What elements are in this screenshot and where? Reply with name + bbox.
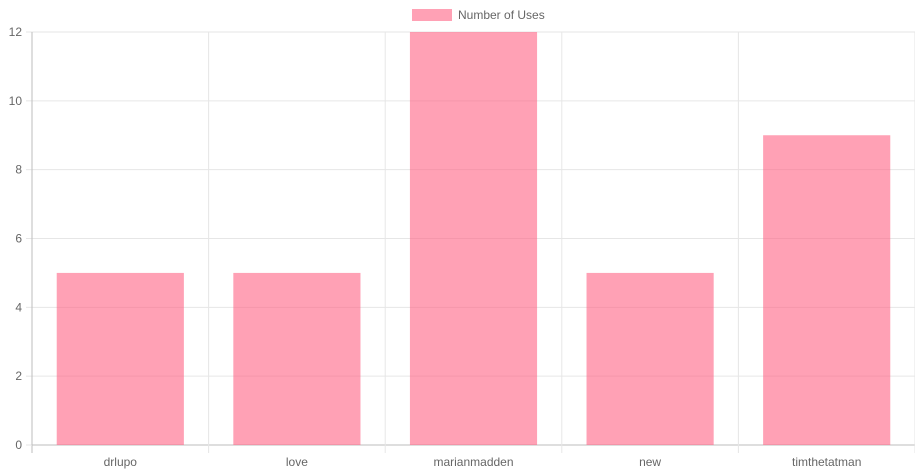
x-tick-label: love xyxy=(286,455,308,469)
axes: 0 2 4 6 8 10 12 drlupo love marianmadden new timthe… xyxy=(9,25,862,469)
bar-drlupo[interactable] xyxy=(56,272,184,445)
y-tick-label: 2 xyxy=(15,369,22,383)
bar-marianmadden[interactable] xyxy=(409,32,538,445)
x-tick-label: marianmadden xyxy=(433,455,513,469)
x-tick-label: timthetatman xyxy=(792,455,861,469)
y-tick-label: 10 xyxy=(9,94,23,108)
y-tick-label: 4 xyxy=(15,300,22,314)
bar-love[interactable] xyxy=(233,272,361,445)
bar-new[interactable] xyxy=(586,272,714,445)
x-tick-label: new xyxy=(639,455,661,469)
bar-timthetatman[interactable] xyxy=(763,135,891,445)
legend-swatch[interactable] xyxy=(412,9,452,21)
y-tick-label: 0 xyxy=(15,438,22,452)
legend[interactable]: Number of Uses xyxy=(412,8,545,22)
y-tick-label: 8 xyxy=(15,163,22,177)
y-tick-label: 12 xyxy=(9,25,23,39)
x-tick-label: drlupo xyxy=(104,455,138,469)
y-tick-label: 6 xyxy=(15,232,22,246)
bars xyxy=(56,32,891,445)
legend-label-number-of-uses[interactable]: Number of Uses xyxy=(458,8,545,22)
